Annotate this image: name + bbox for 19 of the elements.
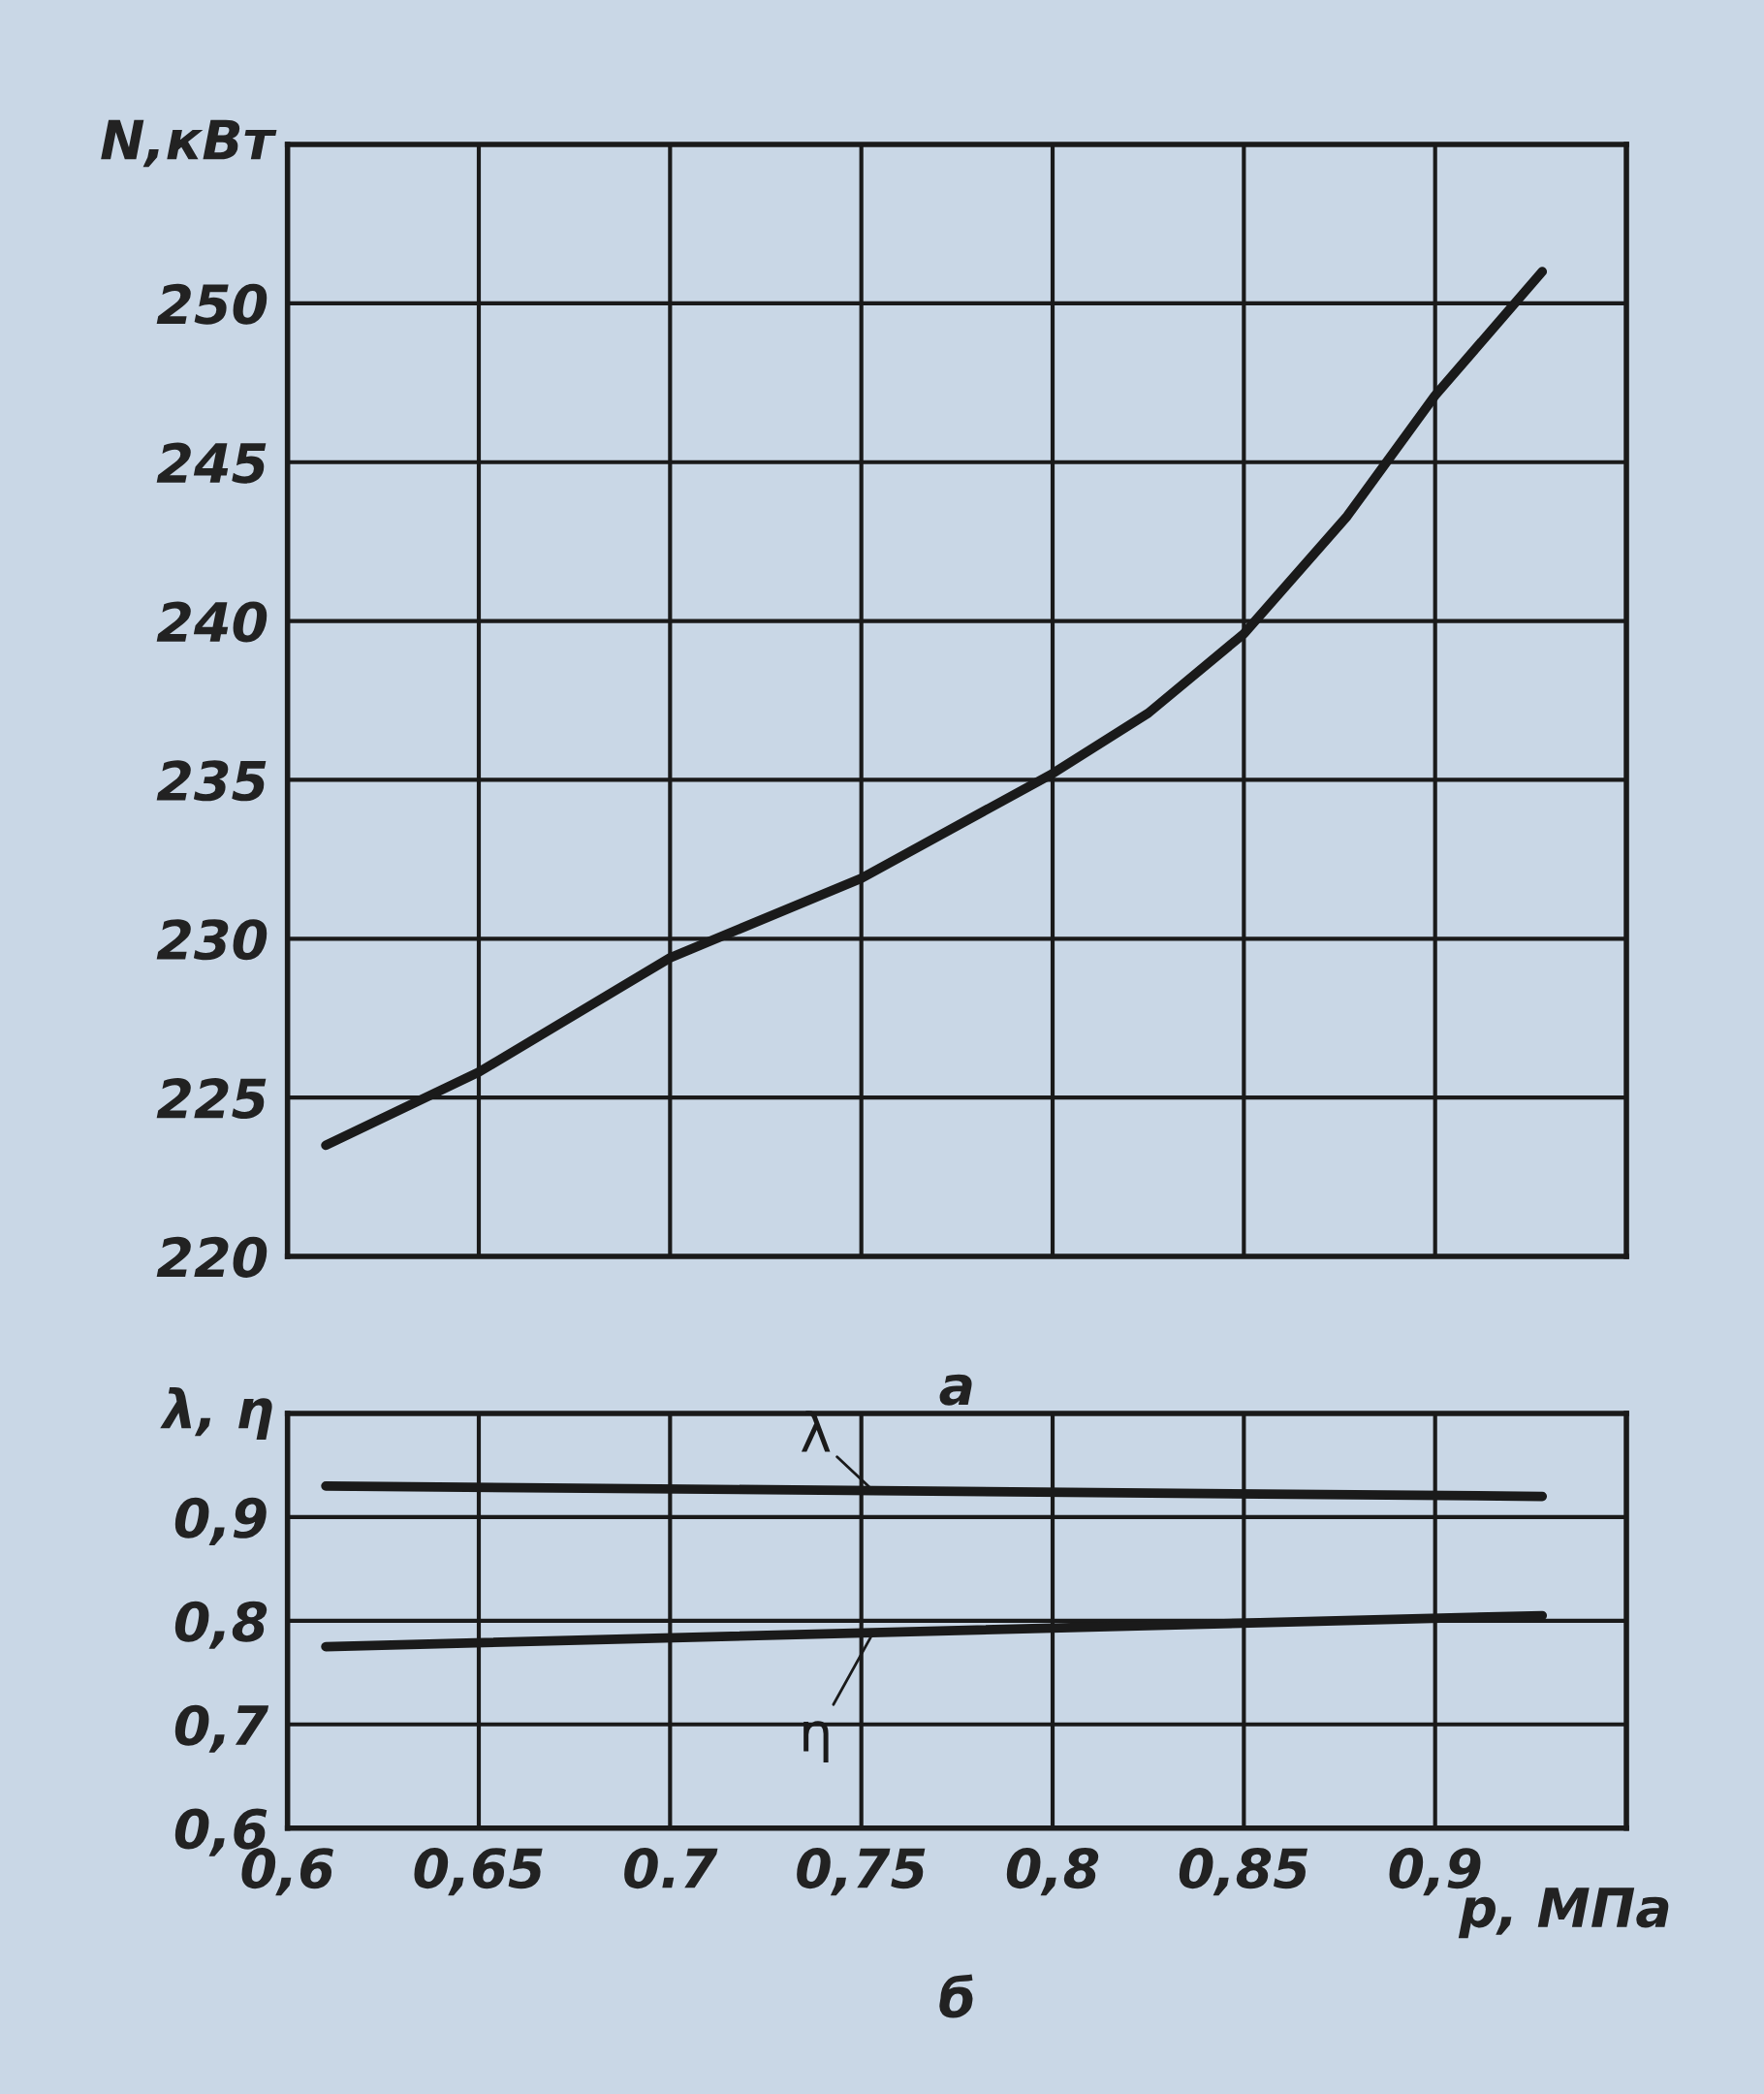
y-tick-label: 225 — [156, 1078, 267, 1120]
x-tick-label: 0,75 — [797, 1848, 926, 1896]
y-tick-label: 240 — [156, 601, 268, 643]
y-tick-label: 0,8 — [174, 1601, 268, 1649]
x-tick-label: 0.7 — [624, 1848, 718, 1889]
y-tick-label: 220 — [156, 1236, 268, 1278]
y-tick-label: 250 — [156, 283, 268, 325]
y-tick-label: 0,7 — [174, 1704, 269, 1753]
y-axis-title: λ, η — [160, 1387, 272, 1440]
y-tick-label: 230 — [156, 919, 268, 961]
y-tick-label: 245 — [156, 442, 267, 484]
y-tick-label: 0,9 — [174, 1497, 267, 1545]
y-axis-title: N,кВт — [101, 119, 277, 168]
x-tick-label: 0,8 — [1006, 1848, 1099, 1896]
x-tick-label: 0,85 — [1179, 1848, 1308, 1896]
y-tick-label: 235 — [156, 760, 267, 802]
text: б — [939, 1974, 973, 2018]
text: а — [939, 1374, 972, 1406]
x-tick-label: 0,65 — [414, 1848, 543, 1896]
